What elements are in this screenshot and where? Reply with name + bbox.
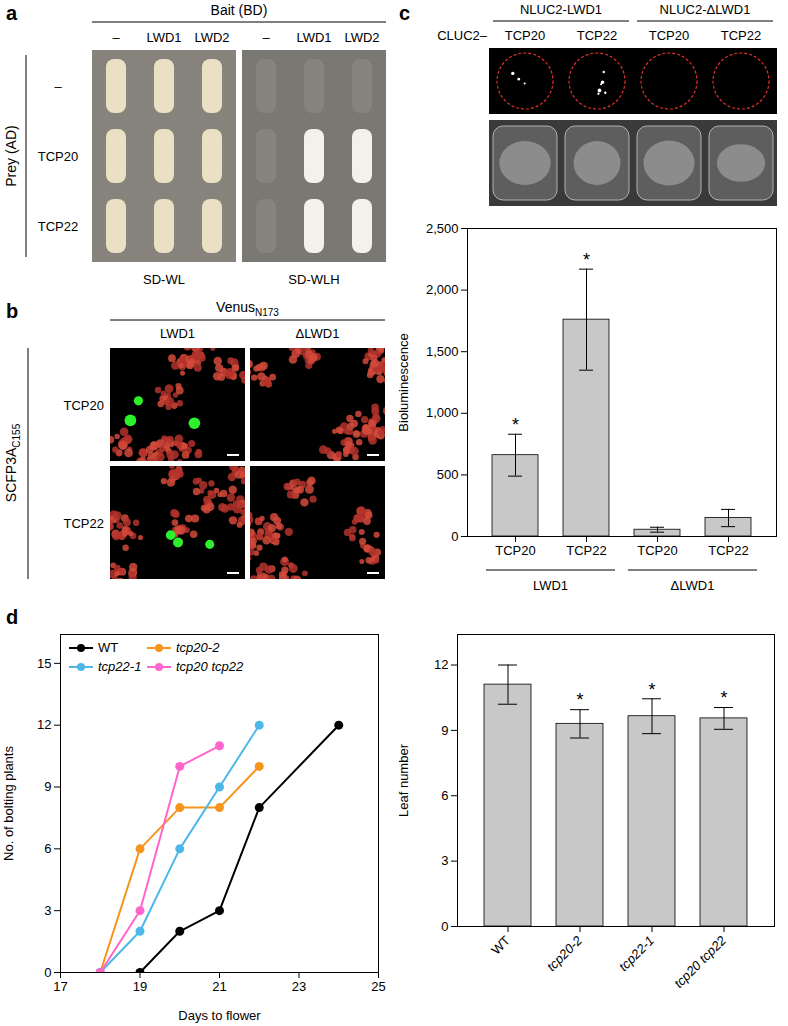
html-text:tcp22-1: tcp22-1 <box>98 659 142 674</box>
svg-text:2,500: 2,500 <box>426 221 459 236</box>
svg-text:3: 3 <box>441 853 448 868</box>
svg-text:tcp22-1: tcp22-1 <box>616 933 657 974</box>
html-text:d: d <box>6 606 19 628</box>
svg-text:6: 6 <box>44 841 51 856</box>
svg-text:23: 23 <box>292 979 306 994</box>
svg-text:WT: WT <box>488 933 513 958</box>
svg-text:Days to flower: Days to flower <box>178 1008 261 1023</box>
svg-text:LWD2: LWD2 <box>344 30 379 45</box>
svg-text:*: * <box>583 250 590 270</box>
svg-text:TCP20: TCP20 <box>637 543 677 558</box>
svg-text:15: 15 <box>37 656 51 671</box>
svg-text:SCFP3AC155: SCFP3AC155 <box>3 423 22 502</box>
svg-text:–: – <box>262 30 270 45</box>
svg-text:TCP22: TCP22 <box>566 543 606 558</box>
svg-text:a: a <box>6 2 18 24</box>
svg-text:NLUC2-ΔLWD1: NLUC2-ΔLWD1 <box>660 2 751 17</box>
svg-text:ΔLWD1: ΔLWD1 <box>296 326 340 341</box>
svg-text:TCP22: TCP22 <box>577 28 617 43</box>
svg-text:6: 6 <box>441 788 448 803</box>
svg-text:tcp20 tcp22: tcp20 tcp22 <box>671 932 730 991</box>
svg-text:TCP22: TCP22 <box>38 219 78 234</box>
svg-text:ΔLWD1: ΔLWD1 <box>671 578 715 593</box>
svg-text:c: c <box>399 2 410 24</box>
svg-text:LWD1: LWD1 <box>146 30 181 45</box>
svg-text:LWD1: LWD1 <box>533 578 568 593</box>
svg-text:SD-WLH: SD-WLH <box>288 272 339 287</box>
svg-text:0: 0 <box>44 965 51 980</box>
svg-text:19: 19 <box>133 979 147 994</box>
svg-text:*: * <box>648 680 655 700</box>
html-text:tcp20 tcp22: tcp20 tcp22 <box>176 659 244 674</box>
svg-text:LWD1: LWD1 <box>160 326 195 341</box>
svg-text:TCP20: TCP20 <box>38 149 78 164</box>
svg-text:Prey (AD): Prey (AD) <box>3 125 19 186</box>
svg-text:–: – <box>54 79 62 94</box>
svg-text:No. of bolting plants: No. of bolting plants <box>1 746 16 861</box>
svg-text:CLUC2–: CLUC2– <box>437 28 488 43</box>
svg-text:Bioluminescence: Bioluminescence <box>396 333 411 431</box>
svg-text:VenusN173: VenusN173 <box>216 299 279 318</box>
svg-text:–: – <box>112 30 120 45</box>
svg-text:SD-WL: SD-WL <box>143 272 185 287</box>
svg-text:25: 25 <box>371 979 385 994</box>
svg-text:Bait (BD): Bait (BD) <box>211 2 268 18</box>
svg-text:TCP22: TCP22 <box>64 516 104 531</box>
svg-text:TCP20: TCP20 <box>649 28 689 43</box>
svg-text:TCP20: TCP20 <box>64 398 104 413</box>
svg-text:Leaf number: Leaf number <box>396 743 411 817</box>
svg-text:TCP22: TCP22 <box>721 28 761 43</box>
svg-text:12: 12 <box>434 657 448 672</box>
svg-text:9: 9 <box>44 779 51 794</box>
svg-text:9: 9 <box>441 723 448 738</box>
svg-text:17: 17 <box>53 979 67 994</box>
svg-text:21: 21 <box>212 979 226 994</box>
svg-text:*: * <box>720 688 727 708</box>
svg-text:LWD1: LWD1 <box>296 30 331 45</box>
svg-text:2,000: 2,000 <box>426 282 459 297</box>
svg-text:3: 3 <box>44 903 51 918</box>
svg-text:TCP20: TCP20 <box>505 28 545 43</box>
svg-text:*: * <box>512 415 519 435</box>
svg-text:LWD2: LWD2 <box>194 30 229 45</box>
svg-text:TCP20: TCP20 <box>495 543 535 558</box>
svg-text:NLUC2-LWD1: NLUC2-LWD1 <box>520 2 602 17</box>
html-text:tcp20-2: tcp20-2 <box>176 640 220 655</box>
svg-text:*: * <box>576 690 583 710</box>
svg-text:0: 0 <box>441 919 448 934</box>
svg-text:b: b <box>6 300 18 322</box>
svg-text:tcp20-2: tcp20-2 <box>544 932 586 974</box>
html-text:WT: WT <box>98 640 119 655</box>
svg-text:12: 12 <box>37 717 51 732</box>
svg-text:500: 500 <box>437 467 459 482</box>
svg-text:1,500: 1,500 <box>426 344 459 359</box>
svg-text:TCP22: TCP22 <box>708 543 748 558</box>
svg-text:1,000: 1,000 <box>426 405 459 420</box>
svg-text:0: 0 <box>451 529 458 544</box>
